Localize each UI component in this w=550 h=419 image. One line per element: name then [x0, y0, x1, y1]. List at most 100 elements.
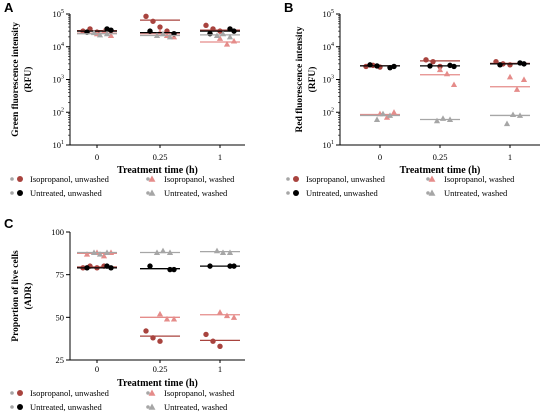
legend-item: Untreated, washed: [426, 188, 508, 198]
legend-marker: [17, 390, 23, 396]
data-point: [217, 343, 223, 350]
data-point: [503, 120, 511, 127]
x-tick-label: 0: [95, 364, 99, 374]
legend-item: Untreated, washed: [146, 402, 228, 412]
y-tick-label: 75: [56, 270, 65, 280]
legend-label: Isopropanol, unwashed: [30, 388, 110, 398]
legend-marker: [148, 189, 156, 196]
data-point: [104, 263, 110, 269]
data-point: [103, 249, 111, 255]
data-point: [513, 86, 521, 92]
legend-bullet: [286, 177, 290, 181]
data-point: [387, 64, 393, 71]
data-point: [446, 116, 454, 122]
data-point: [507, 62, 513, 68]
legend-marker: [148, 175, 156, 182]
data-point: [96, 251, 104, 257]
y-axis-label: Green fluorescence intensity: [11, 22, 21, 137]
y-axis-label: Proportion of live cells: [11, 250, 21, 342]
data-point: [219, 30, 227, 37]
y-tick-label: 102: [323, 107, 335, 117]
data-point: [216, 309, 224, 315]
data-point: [210, 26, 216, 32]
data-point: [430, 58, 436, 65]
data-point: [436, 66, 444, 73]
panel-c: C 25 50 75 100 Proportion of live cells (ADR) 0…: [4, 216, 245, 412]
data-point: [143, 328, 149, 334]
legend-label: Untreated, washed: [164, 188, 228, 198]
y-axis-unit: (RFU): [23, 67, 34, 93]
y-axis-unit: (RFU): [307, 67, 318, 93]
data-point: [203, 22, 209, 29]
legend-bullet: [146, 191, 150, 195]
series-untreated-unwashed: [77, 263, 240, 273]
x-axis-label: Treatment time (h): [400, 165, 481, 176]
legend-bullet: [146, 391, 150, 395]
legend-label: Untreated, unwashed: [30, 402, 103, 412]
legend-marker: [428, 189, 436, 196]
data-point: [509, 111, 517, 118]
data-point: [443, 70, 451, 77]
y-axis-label: Red fluorescence intensity: [295, 26, 305, 132]
data-point: [497, 62, 503, 68]
y-tick-label: 102: [53, 107, 65, 117]
y-tick-label: 101: [53, 140, 65, 150]
legend-marker: [293, 190, 299, 196]
data-point: [433, 117, 441, 124]
data-point: [166, 249, 174, 255]
data-point: [207, 31, 213, 37]
data-point: [213, 247, 221, 254]
data-point: [374, 63, 380, 69]
data-point: [84, 265, 90, 271]
legend-bullet: [146, 177, 150, 181]
x-tick-label: 0.25: [433, 152, 448, 162]
data-point: [516, 112, 524, 118]
legend-marker: [148, 403, 156, 410]
legend: Isopropanol, unwashed Isopropanol, washed…: [286, 174, 515, 198]
series-isopropanol-washed: [360, 66, 530, 120]
x-tick-label: 0: [95, 152, 99, 162]
data-point: [230, 37, 238, 44]
x-tick-label: 1: [508, 152, 512, 162]
data-point: [230, 314, 238, 320]
data-point: [150, 18, 156, 24]
legend-bullet: [10, 177, 14, 181]
panel-letter: B: [284, 0, 293, 15]
data-point: [223, 41, 231, 47]
data-point: [90, 249, 98, 255]
data-point: [153, 32, 161, 39]
data-point: [226, 249, 234, 255]
legend-marker: [17, 190, 23, 196]
data-point: [157, 24, 163, 30]
legend-item: Isopropanol, unwashed: [286, 174, 386, 184]
y-tick-label: 105: [323, 9, 335, 19]
legend-item: Isopropanol, washed: [146, 388, 235, 398]
data-point: [170, 33, 178, 40]
data-point: [147, 263, 153, 269]
series-untreated-washed: [360, 110, 530, 127]
data-point: [150, 335, 156, 341]
legend-label: Untreated, unwashed: [306, 188, 379, 198]
legend: Isopropanol, unwashed Isopropanol, washed…: [10, 174, 235, 198]
legend-item: Untreated, unwashed: [10, 188, 103, 198]
data-point: [231, 263, 237, 269]
data-point: [506, 73, 514, 80]
data-point: [153, 249, 161, 255]
y-tick-label: 104: [323, 42, 335, 52]
legend-bullet: [10, 191, 14, 195]
data-point: [379, 110, 387, 117]
data-point: [171, 266, 177, 273]
x-tick-label: 0: [378, 152, 382, 162]
data-point: [96, 31, 104, 38]
data-point: [167, 266, 173, 273]
legend-bullet: [10, 405, 14, 409]
data-point: [386, 112, 394, 118]
data-point: [216, 35, 224, 41]
legend-bullet: [146, 405, 150, 409]
data-point: [450, 81, 458, 88]
y-tick-label: 100: [51, 227, 64, 237]
data-point: [210, 338, 216, 344]
legend-label: Untreated, washed: [444, 188, 508, 198]
series-untreated-washed: [77, 247, 240, 257]
